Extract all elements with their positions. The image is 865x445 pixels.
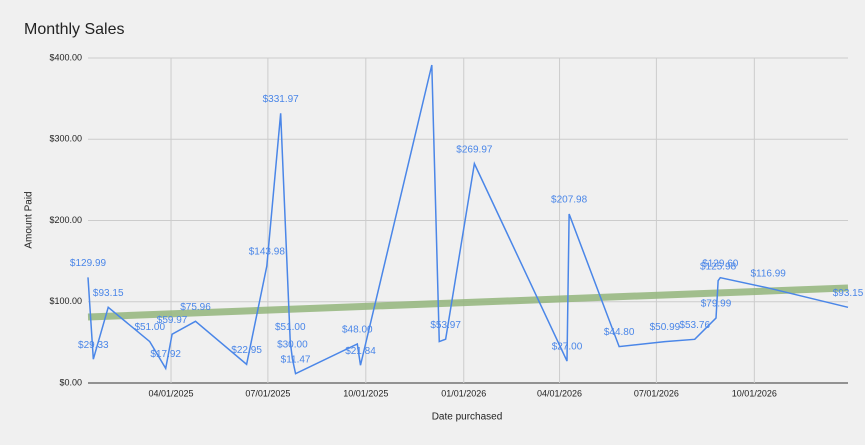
data-label: $59.97	[157, 315, 188, 326]
x-tick-label: 10/01/2025	[343, 388, 388, 398]
data-label: $11.47	[281, 354, 311, 365]
data-label: $51.00	[134, 322, 165, 333]
x-tick-label: 10/01/2026	[732, 388, 777, 398]
x-tick-label: 07/01/2025	[245, 388, 290, 398]
data-label: $75.96	[180, 302, 211, 313]
data-label: $29.33	[78, 340, 109, 351]
data-label: $30.00	[277, 339, 308, 350]
y-axis-title: Amount Paid	[24, 191, 35, 248]
data-label: $116.99	[750, 269, 786, 280]
data-label: $48.00	[342, 325, 373, 336]
data-label: $93.15	[833, 288, 864, 299]
x-tick-label: 07/01/2026	[634, 388, 679, 398]
data-label: $53.76	[679, 320, 710, 331]
y-tick-label: $0.00	[59, 377, 82, 387]
data-label: $269.97	[456, 144, 493, 155]
data-label: $129.60	[702, 258, 739, 269]
data-label: $143.98	[249, 247, 286, 258]
x-axis-title: Date purchased	[432, 412, 503, 423]
x-tick-label: 04/01/2026	[537, 388, 582, 398]
data-label: $53.97	[430, 320, 461, 331]
y-tick-label: $400.00	[49, 52, 82, 62]
data-label: $51.00	[275, 322, 306, 333]
data-line	[87, 64, 849, 375]
y-tick-label: $200.00	[49, 215, 82, 225]
data-label: $331.97	[263, 94, 300, 105]
trendline	[87, 284, 849, 321]
data-label: $93.15	[93, 288, 124, 299]
chart-title: Monthly Sales	[24, 21, 125, 38]
data-label: $44.80	[604, 327, 635, 338]
y-tick-label: $100.00	[49, 296, 82, 306]
data-label: $129.99	[70, 258, 107, 269]
data-label: $21.84	[345, 346, 376, 357]
data-label: $79.99	[701, 299, 732, 310]
data-label: $50.99	[650, 322, 681, 333]
data-label: $125.98	[700, 261, 737, 272]
data-label: $22.95	[231, 345, 262, 356]
x-tick-label: 04/01/2025	[149, 388, 194, 398]
data-label: $207.98	[551, 195, 588, 206]
data-label: $27.00	[552, 342, 583, 353]
data-label: $17.92	[150, 349, 181, 360]
y-tick-label: $300.00	[49, 134, 82, 144]
x-tick-label: 01/01/2026	[441, 388, 486, 398]
